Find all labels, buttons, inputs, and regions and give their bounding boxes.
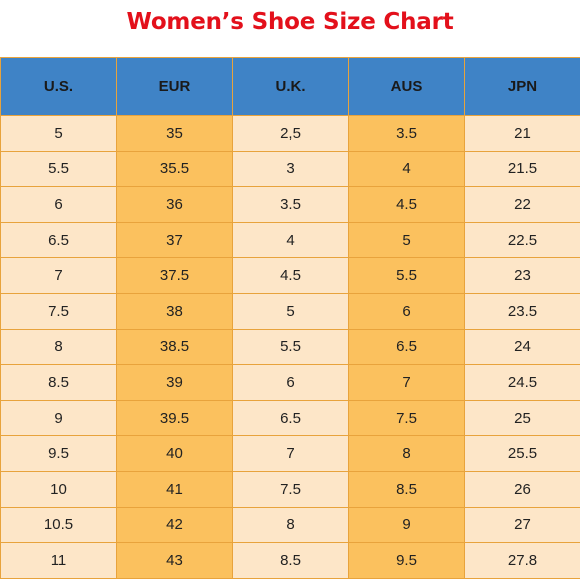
cell-us: 8 <box>0 328 117 366</box>
table-row: 7.5 38 5 6 23.5 <box>0 292 580 330</box>
cell-jpn: 23 <box>464 257 580 294</box>
cell-eur: 40 <box>116 435 233 472</box>
cell-uk: 8 <box>232 506 349 544</box>
cell-jpn: 27.8 <box>464 542 580 579</box>
cell-jpn: 21.5 <box>464 150 580 188</box>
cell-eur: 39.5 <box>116 399 233 437</box>
cell-aus: 6 <box>348 292 465 330</box>
table-row: 8.5 39 6 7 24.5 <box>0 364 580 401</box>
cell-aus: 8.5 <box>348 470 465 508</box>
table-row: 6.5 37 4 5 22.5 <box>0 221 580 259</box>
cell-us: 10.5 <box>0 506 117 544</box>
cell-uk: 8.5 <box>232 542 349 579</box>
table-row: 10 41 7.5 8.5 26 <box>0 470 580 508</box>
cell-jpn: 22.5 <box>464 221 580 259</box>
table-row: 10.5 42 8 9 27 <box>0 506 580 544</box>
table-row: 11 43 8.5 9.5 27.8 <box>0 542 580 579</box>
cell-aus: 5.5 <box>348 257 465 294</box>
header-uk: U.K. <box>232 57 349 116</box>
cell-jpn: 27 <box>464 506 580 544</box>
header-eur: EUR <box>116 57 233 116</box>
cell-uk: 7.5 <box>232 470 349 508</box>
size-conversion-table: U.S. EUR U.K. AUS JPN 5 35 2,5 3.5 21 5.5 35.5… <box>0 57 580 579</box>
cell-eur: 35 <box>116 115 233 152</box>
cell-eur: 39 <box>116 364 233 401</box>
cell-jpn: 23.5 <box>464 292 580 330</box>
table-row: 9.5 40 7 8 25.5 <box>0 435 580 472</box>
cell-eur: 38 <box>116 292 233 330</box>
cell-eur: 38.5 <box>116 328 233 366</box>
table-row: 9 39.5 6.5 7.5 25 <box>0 399 580 437</box>
cell-eur: 36 <box>116 186 233 223</box>
cell-eur: 41 <box>116 470 233 508</box>
cell-aus: 4.5 <box>348 186 465 223</box>
cell-eur: 35.5 <box>116 150 233 188</box>
cell-jpn: 24.5 <box>464 364 580 401</box>
table-header: U.S. EUR U.K. AUS JPN <box>0 57 580 116</box>
cell-uk: 4 <box>232 221 349 259</box>
cell-uk: 6 <box>232 364 349 401</box>
cell-aus: 9.5 <box>348 542 465 579</box>
chart-title: Women’s Shoe Size Chart <box>126 9 454 35</box>
cell-us: 7.5 <box>0 292 117 330</box>
cell-us: 6 <box>0 186 117 223</box>
cell-us: 5.5 <box>0 150 117 188</box>
cell-aus: 8 <box>348 435 465 472</box>
header-jpn: JPN <box>464 57 580 116</box>
cell-aus: 6.5 <box>348 328 465 366</box>
cell-aus: 5 <box>348 221 465 259</box>
cell-jpn: 25.5 <box>464 435 580 472</box>
cell-us: 11 <box>0 542 117 579</box>
cell-us: 8.5 <box>0 364 117 401</box>
cell-us: 9.5 <box>0 435 117 472</box>
cell-aus: 3.5 <box>348 115 465 152</box>
cell-eur: 37 <box>116 221 233 259</box>
cell-eur: 42 <box>116 506 233 544</box>
cell-jpn: 25 <box>464 399 580 437</box>
cell-uk: 3.5 <box>232 186 349 223</box>
cell-uk: 3 <box>232 150 349 188</box>
cell-aus: 7 <box>348 364 465 401</box>
cell-us: 7 <box>0 257 117 294</box>
cell-jpn: 21 <box>464 115 580 152</box>
cell-jpn: 26 <box>464 470 580 508</box>
cell-uk: 5 <box>232 292 349 330</box>
cell-aus: 4 <box>348 150 465 188</box>
table-row: 6 36 3.5 4.5 22 <box>0 186 580 223</box>
cell-us: 6.5 <box>0 221 117 259</box>
cell-uk: 2,5 <box>232 115 349 152</box>
cell-uk: 4.5 <box>232 257 349 294</box>
cell-uk: 6.5 <box>232 399 349 437</box>
header-us: U.S. <box>0 57 117 116</box>
header-row: U.S. EUR U.K. AUS JPN <box>0 57 580 116</box>
cell-jpn: 24 <box>464 328 580 366</box>
table-row: 8 38.5 5.5 6.5 24 <box>0 328 580 366</box>
cell-uk: 5.5 <box>232 328 349 366</box>
cell-aus: 9 <box>348 506 465 544</box>
header-aus: AUS <box>348 57 465 116</box>
cell-us: 5 <box>0 115 117 152</box>
table-row: 7 37.5 4.5 5.5 23 <box>0 257 580 294</box>
table-row: 5.5 35.5 3 4 21.5 <box>0 150 580 188</box>
cell-us: 9 <box>0 399 117 437</box>
cell-eur: 37.5 <box>116 257 233 294</box>
cell-aus: 7.5 <box>348 399 465 437</box>
table-body: 5 35 2,5 3.5 21 5.5 35.5 3 4 21.5 6 36 3.5 4.5 22 6.5 37… <box>0 115 580 579</box>
cell-jpn: 22 <box>464 186 580 223</box>
table-row: 5 35 2,5 3.5 21 <box>0 115 580 152</box>
cell-uk: 7 <box>232 435 349 472</box>
cell-eur: 43 <box>116 542 233 579</box>
cell-us: 10 <box>0 470 117 508</box>
